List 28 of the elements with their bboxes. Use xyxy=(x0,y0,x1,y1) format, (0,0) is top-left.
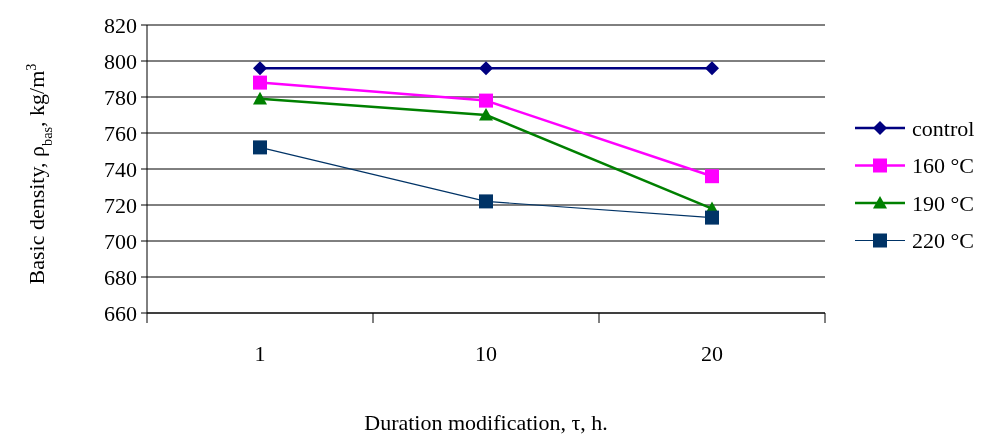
legend-label: 190 °C xyxy=(912,190,974,216)
point xyxy=(705,61,719,76)
point xyxy=(253,91,267,105)
point xyxy=(479,194,493,209)
point xyxy=(253,75,267,90)
point xyxy=(479,61,493,76)
x-tick-label: 10 xyxy=(475,341,497,366)
y-tick-label: 740 xyxy=(104,156,137,182)
y-tick-label: 800 xyxy=(104,48,137,74)
point xyxy=(705,210,719,225)
y-tick-label: 720 xyxy=(104,192,137,218)
point xyxy=(253,140,267,155)
y-tick-label: 700 xyxy=(104,228,137,254)
y-tick-label: 820 xyxy=(104,12,137,38)
y-tick-label: 680 xyxy=(104,264,137,290)
legend-label: control xyxy=(912,115,975,141)
x-axis-title: Duration modification, τ, h. xyxy=(364,410,608,435)
y-tick-label: 780 xyxy=(104,84,137,110)
x-tick-label: 1 xyxy=(254,341,266,366)
legend-label: 220 °C xyxy=(912,228,974,254)
y-tick-label: 660 xyxy=(104,300,137,326)
point xyxy=(705,169,719,184)
legend-label: 160 °C xyxy=(912,153,974,179)
point xyxy=(479,108,493,121)
point xyxy=(479,93,493,108)
y-tick-label: 760 xyxy=(104,120,137,146)
x-tick-label: 20 xyxy=(701,341,723,366)
point xyxy=(253,61,267,76)
